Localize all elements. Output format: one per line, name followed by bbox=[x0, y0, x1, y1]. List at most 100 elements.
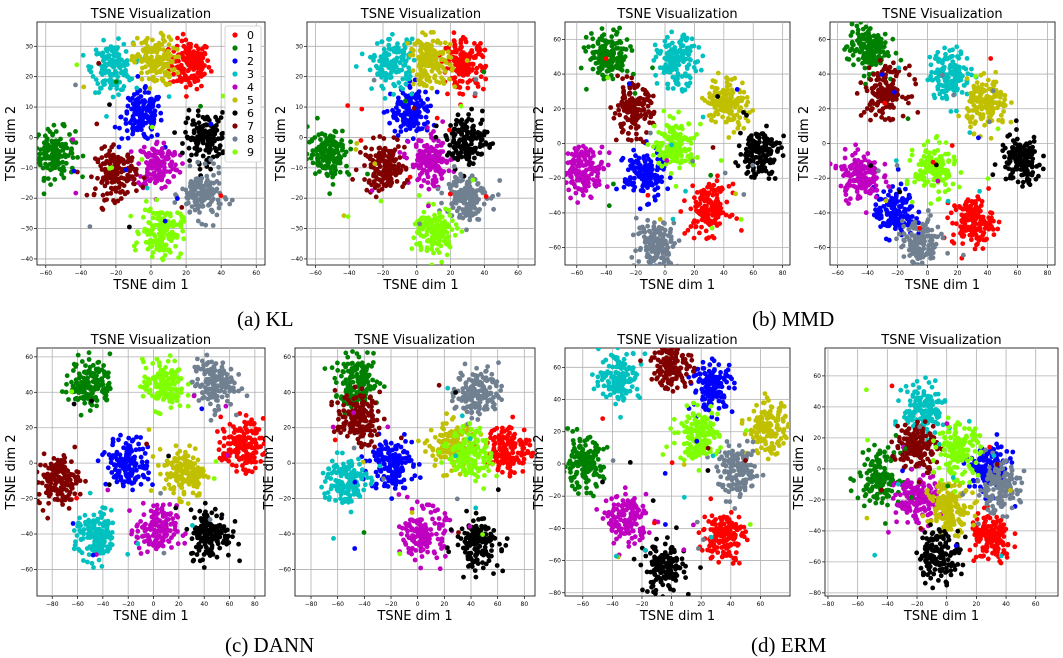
scatter-point bbox=[151, 101, 156, 106]
scatter-point bbox=[666, 245, 671, 250]
scatter-point bbox=[102, 198, 107, 203]
chart-title: TSNE Visualization bbox=[616, 7, 737, 22]
scatter-point bbox=[633, 153, 638, 158]
scatter-point bbox=[230, 198, 235, 203]
scatter-point bbox=[639, 188, 644, 193]
scatter-point bbox=[479, 74, 484, 79]
scatter-point bbox=[632, 169, 637, 174]
scatter-point bbox=[402, 145, 407, 150]
scatter-point bbox=[46, 127, 51, 132]
scatter-point bbox=[721, 210, 726, 215]
y-tick-label: 20 bbox=[553, 106, 561, 113]
scatter-point bbox=[695, 59, 700, 64]
scatter-point bbox=[136, 161, 141, 166]
scatter-point bbox=[752, 171, 757, 176]
scatter-point bbox=[322, 147, 327, 152]
scatter-point bbox=[358, 150, 363, 155]
scatter-point bbox=[379, 39, 384, 44]
scatter-point bbox=[71, 155, 76, 160]
scatter-point bbox=[593, 183, 598, 188]
scatter-point bbox=[80, 174, 85, 179]
scatter-point bbox=[165, 211, 170, 216]
scatter-point bbox=[737, 123, 742, 128]
scatter-point bbox=[482, 202, 487, 207]
scatter-point bbox=[383, 146, 388, 151]
scatter-point bbox=[465, 86, 470, 91]
scatter-point bbox=[688, 206, 693, 211]
scatter-point bbox=[429, 220, 434, 225]
scatter-point bbox=[688, 136, 693, 141]
scatter-point bbox=[679, 153, 684, 158]
scatter-point bbox=[760, 163, 765, 168]
scatter-point bbox=[777, 141, 782, 146]
scatter-point bbox=[362, 163, 367, 168]
scatter-point bbox=[425, 97, 430, 102]
scatter-point bbox=[641, 227, 646, 232]
scatter-point bbox=[767, 176, 772, 181]
scatter-point bbox=[37, 152, 42, 157]
scatter-point bbox=[448, 55, 453, 60]
scatter-point bbox=[631, 188, 636, 193]
scatter-point bbox=[440, 119, 445, 124]
scatter-point bbox=[383, 96, 388, 101]
scatter-point bbox=[706, 100, 711, 105]
scatter-point bbox=[671, 86, 676, 91]
y-tick-label: 10 bbox=[25, 104, 33, 111]
scatter-point bbox=[732, 130, 737, 135]
scatter-point bbox=[385, 109, 390, 114]
scatter-point bbox=[98, 86, 103, 91]
scatter-point bbox=[622, 185, 627, 190]
scatter-point bbox=[715, 94, 720, 99]
y-tick-label: −30 bbox=[20, 226, 33, 233]
scatter-point bbox=[429, 135, 434, 140]
scatter-point bbox=[726, 104, 731, 109]
scatter-point bbox=[650, 65, 655, 70]
scatter-point bbox=[474, 77, 479, 82]
scatter-point bbox=[745, 95, 750, 100]
scatter-point bbox=[448, 42, 453, 47]
scatter-point bbox=[44, 156, 49, 161]
scatter-point bbox=[646, 142, 651, 147]
scatter-point bbox=[660, 226, 665, 231]
scatter-point bbox=[716, 71, 721, 76]
scatter-point bbox=[695, 155, 700, 160]
scatter-point bbox=[722, 89, 727, 94]
scatter-point bbox=[166, 179, 171, 184]
scatter-point bbox=[726, 135, 731, 140]
scatter-point bbox=[700, 54, 705, 59]
scatter-point bbox=[711, 145, 716, 150]
scatter-point bbox=[371, 174, 376, 179]
scatter-point bbox=[643, 238, 648, 243]
scatter-point bbox=[372, 78, 377, 83]
scatter-point bbox=[187, 158, 192, 163]
scatter-point bbox=[85, 193, 90, 198]
scatter-point bbox=[331, 182, 336, 187]
scatter-point bbox=[615, 73, 620, 78]
scatter-point bbox=[404, 156, 409, 161]
scatter-point bbox=[207, 65, 212, 70]
scatter-point bbox=[187, 209, 192, 214]
scatter-point bbox=[467, 218, 472, 223]
scatter-point bbox=[332, 139, 337, 144]
scatter-point bbox=[645, 224, 650, 229]
scatter-point bbox=[215, 213, 220, 218]
y-tick-label: 0 bbox=[299, 134, 303, 141]
scatter-point bbox=[632, 176, 637, 181]
scatter-point bbox=[645, 98, 650, 103]
scatter-point bbox=[745, 100, 750, 105]
scatter-point bbox=[161, 257, 166, 262]
scatter-point bbox=[668, 239, 673, 244]
scatter-point bbox=[162, 39, 167, 44]
scatter-point bbox=[210, 141, 215, 146]
scatter-point bbox=[107, 148, 112, 153]
scatter-point bbox=[186, 201, 191, 206]
scatter-point bbox=[759, 132, 764, 137]
scatter-point bbox=[138, 114, 143, 119]
scatter-point bbox=[574, 152, 579, 157]
scatter-point bbox=[176, 71, 181, 76]
scatter-point bbox=[656, 242, 661, 247]
scatter-point bbox=[176, 255, 181, 260]
scatter-point bbox=[452, 44, 457, 49]
scatter-point bbox=[654, 255, 659, 260]
scatter-point bbox=[641, 140, 646, 145]
